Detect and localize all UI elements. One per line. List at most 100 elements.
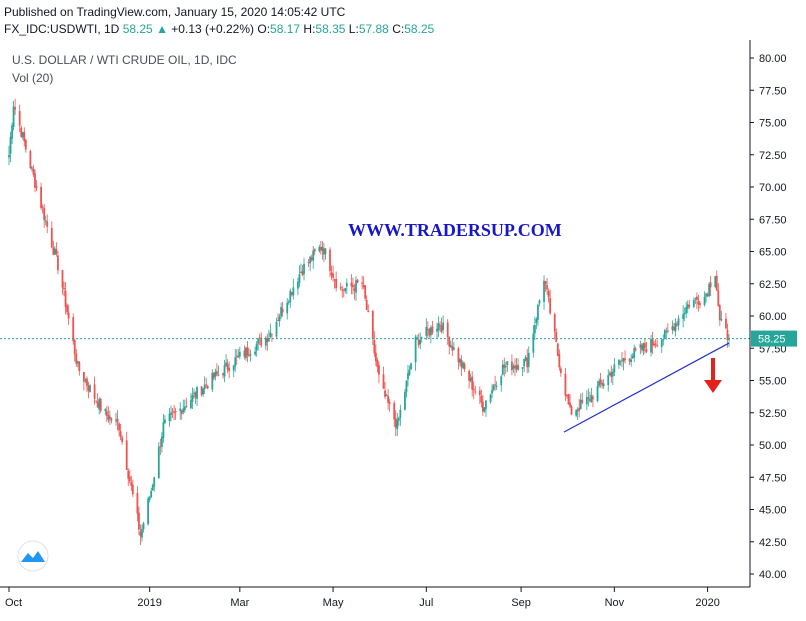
candle-body (671, 326, 674, 330)
candle-body (613, 364, 616, 373)
candle-body (330, 272, 333, 276)
price-chart[interactable]: U.S. DOLLAR / WTI CRUDE OIL, 1D, IDC Vol… (0, 40, 806, 621)
candle-body (666, 330, 669, 332)
price-tick-label: 77.50 (759, 85, 787, 97)
time-tick-label: Jul (419, 597, 433, 609)
candle-body (720, 319, 723, 321)
candle-body (665, 331, 668, 333)
candle-body (159, 446, 162, 448)
high-value: 58.35 (315, 22, 346, 36)
candle-body (43, 208, 46, 220)
candle-body (115, 419, 117, 421)
candle-body (446, 322, 449, 338)
candle-body (442, 322, 445, 330)
candle-body (588, 399, 591, 401)
candle-body (179, 408, 182, 412)
candle-body (596, 386, 599, 402)
volume-indicator-label[interactable]: Vol (20) (12, 71, 53, 85)
candle-body (203, 384, 206, 390)
candle-body (521, 367, 524, 369)
symbol-label: FX_IDC:USDWTI, 1D (4, 22, 120, 36)
candle-body (298, 274, 301, 283)
candle-body (559, 368, 562, 373)
candle-body (361, 282, 364, 284)
price-tick-label: 40.00 (759, 569, 787, 581)
candle-body (558, 353, 561, 368)
candle-body (491, 389, 493, 394)
candle-body (726, 329, 729, 341)
candle-body (485, 400, 487, 409)
price-tick-label: 52.50 (759, 408, 787, 420)
candle-body (127, 470, 130, 479)
candle-body (96, 402, 99, 408)
candle-body (170, 412, 172, 415)
candle-body (365, 299, 368, 311)
candle-body (350, 282, 353, 287)
candle-body (205, 384, 208, 386)
candle-body (168, 413, 171, 421)
candle-body (324, 248, 327, 255)
candle-body (148, 497, 151, 501)
candle-body (431, 326, 434, 333)
candle-body (362, 284, 365, 288)
candle-body (590, 395, 593, 403)
candle-body (64, 290, 67, 308)
candle-body (630, 359, 633, 363)
candle-body (300, 271, 302, 273)
candle-body (587, 397, 590, 399)
candle-body (29, 151, 32, 169)
plot-area[interactable] (0, 40, 750, 587)
candle-body (287, 301, 290, 303)
trendline[interactable] (563, 342, 730, 433)
candle-body (160, 436, 163, 447)
candle-body (569, 402, 571, 407)
down-arrow-icon (704, 358, 722, 393)
candle-body (407, 373, 409, 380)
candle-body (258, 337, 261, 339)
close-value: 58.25 (404, 22, 435, 36)
candle-body (139, 531, 142, 537)
candle-body (257, 338, 260, 344)
candle-body (246, 347, 249, 356)
candle-body (371, 310, 374, 339)
candle-body (500, 376, 503, 386)
candle-body (75, 354, 78, 364)
candle-body (110, 418, 113, 421)
candle-body (86, 378, 88, 386)
candle-body (341, 289, 344, 291)
candle-body (628, 358, 631, 362)
candle-body (697, 301, 700, 305)
candle-body (501, 364, 504, 375)
candle-body (512, 366, 515, 369)
candle-body (183, 406, 186, 411)
candle-body (267, 338, 270, 342)
candle-body (489, 394, 492, 402)
candle-body (640, 344, 643, 350)
candle-body (18, 110, 21, 126)
candle-body (504, 366, 507, 368)
candle-body (631, 355, 634, 359)
price-axis[interactable]: 80.00 77.50 75.00 72.50 70.00 67.50 65.00 62.50… (750, 53, 787, 581)
candle-body (430, 327, 432, 336)
candle-body (410, 363, 412, 370)
candle-body (543, 280, 545, 302)
candle-body (599, 379, 602, 384)
time-axis[interactable]: Oct 2019 Mar May Jul Sep Nov 2020 (5, 587, 720, 609)
candle-body (355, 280, 357, 293)
watermark: WWW.TRADERSUP.COM (348, 220, 562, 240)
candle-body (78, 361, 81, 371)
candle-body (243, 350, 246, 357)
candle-body (374, 352, 377, 362)
candle-body (472, 388, 475, 391)
candle-body (695, 296, 698, 300)
candle-body (329, 249, 331, 271)
candle-body (356, 279, 359, 283)
candle-body (342, 289, 345, 291)
candle-body (191, 394, 194, 402)
candle-body (549, 298, 552, 314)
candle-body (321, 246, 324, 252)
candle-body (63, 287, 65, 290)
candle-body (182, 408, 185, 413)
candle-body (408, 369, 411, 375)
candle-body (436, 328, 438, 332)
